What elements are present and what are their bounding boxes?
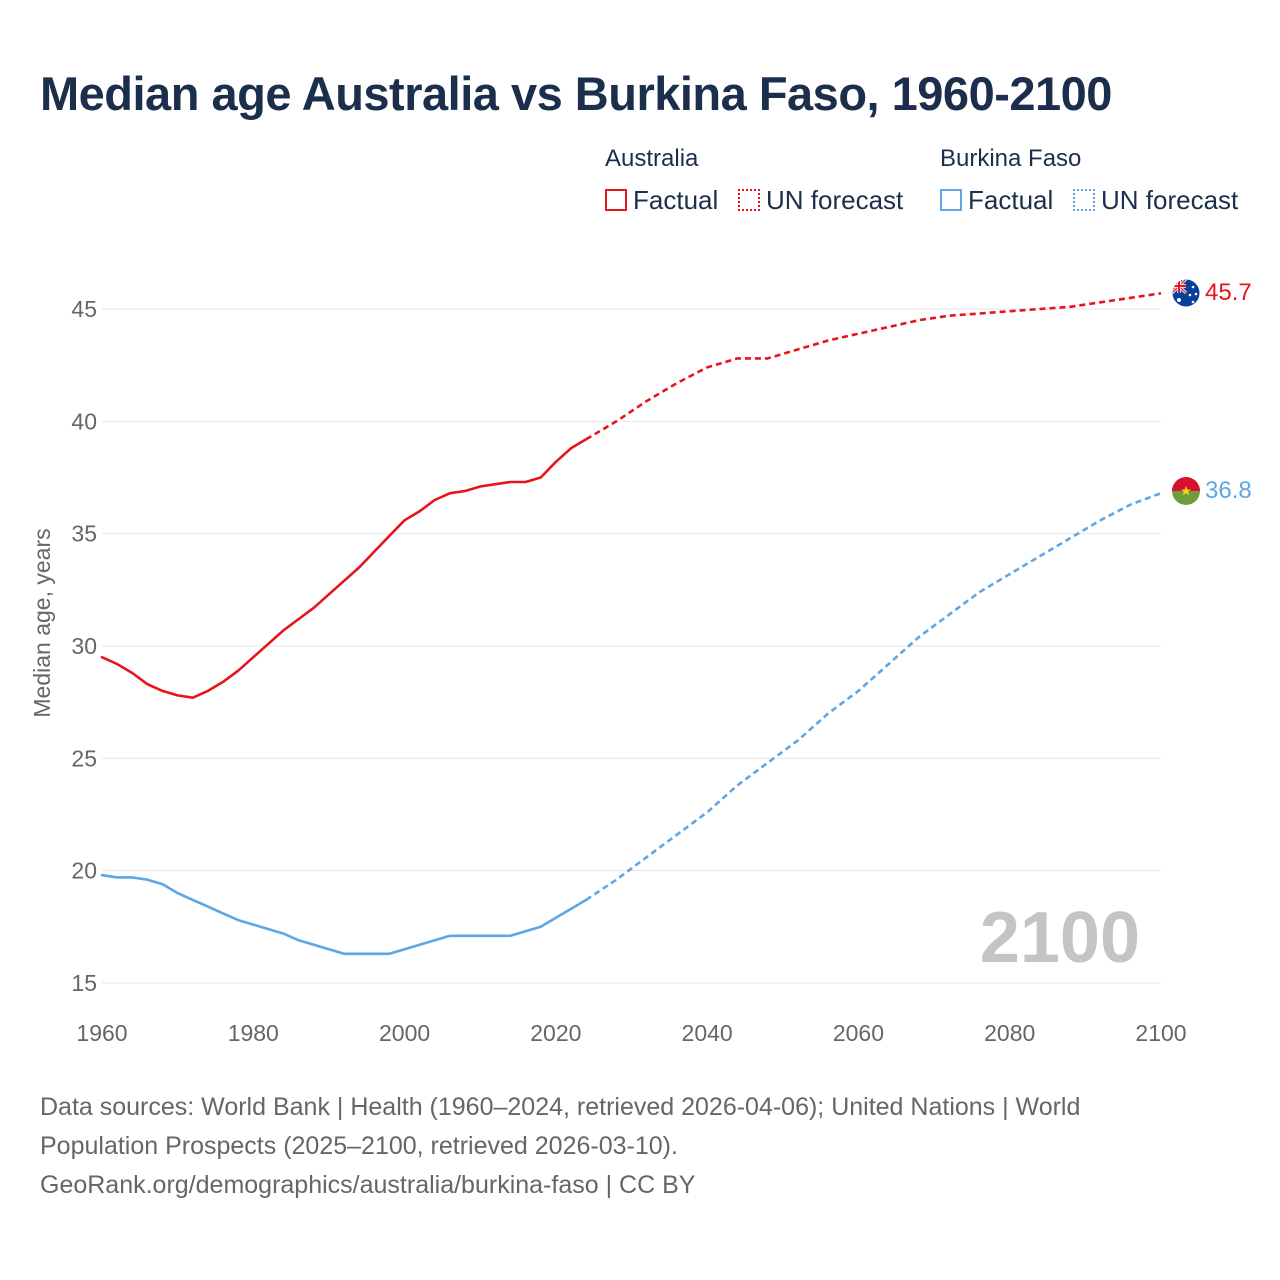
legend-swatch-solid-red	[605, 189, 627, 211]
legend-burkina-factual[interactable]: Factual	[940, 184, 1054, 215]
x-tick-label: 2020	[530, 1020, 581, 1046]
footer-line: Data sources: World Bank | Health (1960–…	[40, 1093, 1081, 1121]
y-tick-label: 30	[71, 633, 97, 659]
burkina-faso-forecast-line	[585, 491, 1162, 901]
australia-forecast-line	[585, 292, 1162, 441]
year-watermark: 2100	[980, 898, 1140, 978]
legend-label: Factual	[968, 184, 1054, 215]
x-axis-ticks: 1960 1980 2000 2020 2040 2060 2080 2100	[76, 1020, 1186, 1046]
burkina-faso-end-label: 36.8	[1205, 477, 1252, 504]
y-axis-ticks: 15 20 25 30 35 40 45	[71, 296, 97, 996]
y-tick-label: 35	[71, 521, 97, 547]
footer-line[interactable]: GeoRank.org/demographics/australia/burki…	[40, 1171, 696, 1199]
legend-swatch-solid-blue	[940, 189, 962, 211]
burkina-faso-flag-icon	[1172, 477, 1200, 505]
x-tick-label: 2100	[1135, 1020, 1186, 1046]
australia-factual-line	[100, 437, 588, 700]
legend-swatch-dotted-red	[738, 189, 760, 211]
x-tick-label: 2000	[379, 1020, 430, 1046]
legend-swatch-dotted-blue	[1073, 189, 1095, 211]
y-tick-label: 40	[71, 408, 97, 434]
legend-label: UN forecast	[766, 184, 904, 215]
legend-label: UN forecast	[1101, 184, 1239, 215]
australia-end-label: 45.7	[1205, 279, 1252, 306]
x-tick-label: 2040	[682, 1020, 733, 1046]
legend-label: Factual	[633, 184, 719, 215]
series-lines	[100, 292, 1162, 956]
footer-sources: Data sources: World Bank | Health (1960–…	[40, 1088, 1240, 1205]
legend-australia-heading: Australia	[605, 145, 699, 172]
line-chart: 2100 Median age, years 15 20 25 30 35 40 45 19…	[29, 278, 1252, 1046]
x-tick-label: 2060	[833, 1020, 884, 1046]
x-tick-label: 1960	[76, 1020, 127, 1046]
australia-flag-icon	[1171, 278, 1201, 308]
x-tick-label: 1980	[228, 1020, 279, 1046]
y-axis-title: Median age, years	[29, 528, 55, 717]
y-tick-label: 45	[71, 296, 97, 322]
legend-australia-factual[interactable]: Factual	[605, 184, 719, 215]
chart-title: Median age Australia vs Burkina Faso, 19…	[40, 67, 1112, 120]
x-tick-label: 2080	[984, 1020, 1035, 1046]
gridlines	[102, 308, 1161, 984]
y-tick-label: 15	[71, 970, 97, 996]
legend-burkina-forecast[interactable]: UN forecast	[1073, 184, 1239, 215]
footer-line: Population Prospects (2025–2100, retriev…	[40, 1132, 678, 1160]
y-tick-label: 20	[71, 858, 97, 884]
legend-australia-forecast[interactable]: UN forecast	[738, 184, 904, 215]
y-tick-label: 25	[71, 745, 97, 771]
legend-burkina-heading: Burkina Faso	[940, 145, 1082, 172]
burkina-faso-factual-line	[100, 873, 588, 956]
